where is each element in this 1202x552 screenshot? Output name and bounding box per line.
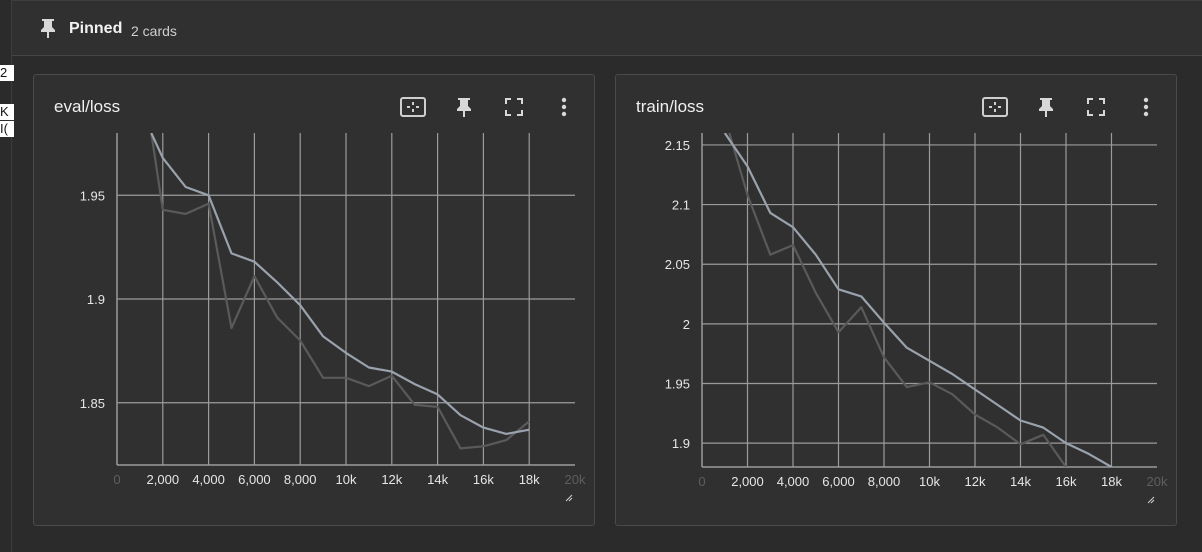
fit-domain-button[interactable] <box>981 93 1009 121</box>
x-tick-label: 4,000 <box>192 472 225 487</box>
y-tick-label: 1.95 <box>665 377 690 392</box>
x-tick-label: 0 <box>113 472 120 487</box>
left-fragment-2: K <box>0 104 14 120</box>
more-vert-icon <box>1143 97 1149 117</box>
y-tick-label: 1.85 <box>80 396 105 411</box>
series-line-raw <box>150 133 530 450</box>
x-tick-label: 10k <box>919 474 940 489</box>
series-line-raw <box>728 133 1067 467</box>
x-tick-label: 2,000 <box>147 472 180 487</box>
fit-domain-icon <box>982 97 1008 117</box>
chart-card-train-loss: train/loss 0 2,000 4,000 6,000 8,000 10k 12k 14… <box>615 74 1177 526</box>
y-tick-label: 1.9 <box>87 292 105 307</box>
y-tick-label: 2 <box>683 317 690 332</box>
series-line-smoothed <box>150 133 530 435</box>
x-tick-label: 4,000 <box>777 474 810 489</box>
x-tick-label: 12k <box>965 474 986 489</box>
series-line-smoothed <box>723 133 1113 467</box>
pinned-title: Pinned <box>69 20 123 37</box>
fullscreen-button[interactable] <box>500 93 528 121</box>
x-tick-label: 12k <box>381 472 402 487</box>
fullscreen-icon <box>505 98 523 116</box>
resize-handle-icon[interactable] <box>1147 496 1155 504</box>
pinned-card-count: 2 cards <box>131 23 177 39</box>
fit-domain-icon <box>400 97 426 117</box>
x-tick-label: 16k <box>1056 474 1077 489</box>
x-tick-label: 2,000 <box>731 474 764 489</box>
y-tick-label: 2.05 <box>665 257 690 272</box>
y-tick-label: 1.9 <box>672 436 690 451</box>
pin-card-icon <box>457 98 471 117</box>
fullscreen-button[interactable] <box>1082 93 1110 121</box>
x-tick-label: 8,000 <box>868 474 901 489</box>
more-options-button[interactable] <box>550 93 578 121</box>
fit-domain-button[interactable] <box>399 93 427 121</box>
chart-card-eval-loss: eval/loss 0 2,000 4,000 6,000 8,000 10k 12k 14k… <box>33 74 595 526</box>
fullscreen-icon <box>1087 98 1105 116</box>
x-tick-label: 18k <box>1101 474 1122 489</box>
pinned-section-header[interactable]: Pinned 2 cards <box>12 0 1202 56</box>
eval-loss-chart[interactable]: 0 2,000 4,000 6,000 8,000 10k 12k 14k 16k 18k 20k 1… <box>34 75 594 525</box>
more-options-button[interactable] <box>1132 93 1160 121</box>
pin-card-button[interactable] <box>1032 93 1060 121</box>
pin-icon <box>41 19 55 38</box>
resize-handle-icon[interactable] <box>565 494 573 502</box>
x-tick-label: 6,000 <box>822 474 855 489</box>
y-tick-label: 2.15 <box>665 138 690 153</box>
x-tick-label: 20k <box>565 472 586 487</box>
x-tick-label: 10k <box>336 472 357 487</box>
left-sidebar-strip <box>0 0 12 552</box>
y-tick-label: 2.1 <box>672 198 690 213</box>
x-tick-label: 14k <box>1010 474 1031 489</box>
x-tick-label: 6,000 <box>238 472 271 487</box>
left-fragment-1: 2 <box>0 65 14 81</box>
y-tick-label: 1.95 <box>80 188 105 203</box>
card-title: eval/loss <box>54 97 121 116</box>
train-loss-chart[interactable]: 0 2,000 4,000 6,000 8,000 10k 12k 14k 16k 18k 20k 1… <box>616 75 1176 525</box>
card-title: train/loss <box>636 97 705 116</box>
x-tick-label: 16k <box>473 472 494 487</box>
more-vert-icon <box>561 97 567 117</box>
pin-card-button[interactable] <box>450 93 478 121</box>
pin-card-icon <box>1039 98 1053 117</box>
x-tick-label: 8,000 <box>284 472 317 487</box>
x-tick-label: 0 <box>698 474 705 489</box>
x-tick-label: 20k <box>1147 474 1168 489</box>
left-fragment-3: I( <box>0 121 14 137</box>
x-tick-label: 14k <box>427 472 448 487</box>
x-tick-label: 18k <box>519 472 540 487</box>
